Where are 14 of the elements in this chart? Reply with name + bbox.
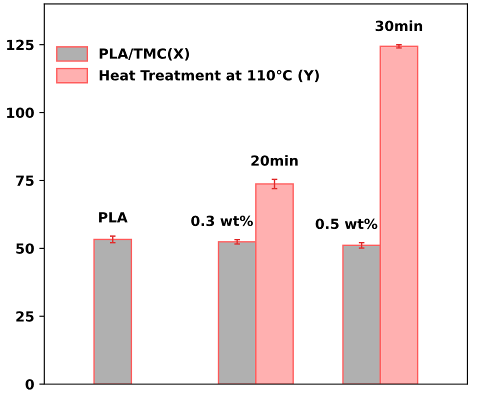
legend-label: PLA/TMC(X)	[100, 48, 189, 61]
annotation: 20min	[251, 155, 298, 166]
y-tick-label: 125	[7, 40, 34, 50]
y-tick-label: 0	[26, 379, 34, 390]
annotation: 0.5 wt%	[316, 218, 378, 230]
y-tick-label: 100	[7, 108, 34, 118]
annotation: 0.3 wt%	[191, 216, 253, 226]
bar	[93, 238, 132, 384]
annotation: PLA	[99, 212, 128, 222]
y-tick-label: 50	[16, 243, 34, 254]
y-tick-label: 75	[16, 176, 34, 186]
annotation: 30min	[376, 20, 422, 32]
y-tick-label: 25	[16, 311, 34, 322]
legend-label: Heat Treatment at 110℃ (Y)	[100, 70, 319, 82]
